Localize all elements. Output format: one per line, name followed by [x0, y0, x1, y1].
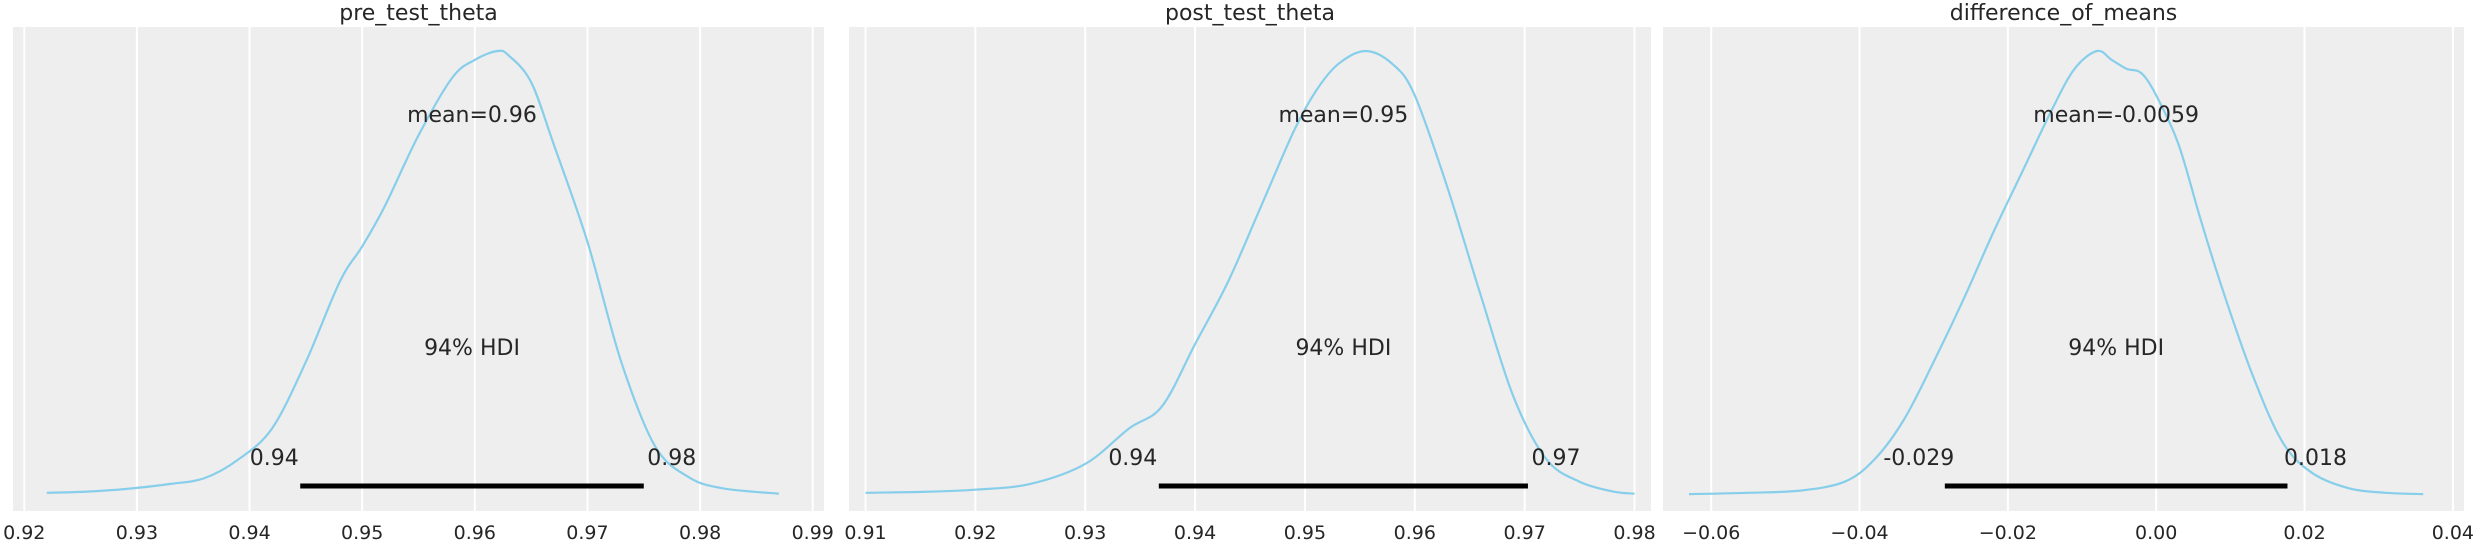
x-tick-label: 0.96: [1394, 522, 1436, 544]
x-tick-label: 0.94: [228, 522, 270, 544]
plot-background: [13, 27, 824, 511]
plot-background: [849, 27, 1651, 511]
x-tick-label: 0.95: [1284, 522, 1326, 544]
density-curve: [865, 49, 1635, 495]
x-tick-label: 0.00: [2135, 522, 2177, 544]
panel-title: post_test_theta: [1165, 1, 1335, 26]
x-tick-label: −0.04: [1830, 522, 1888, 544]
hdi-low-label: 0.94: [250, 446, 299, 471]
hdi-text: 94% HDI: [2068, 336, 2164, 361]
x-tick-label: −0.02: [1979, 522, 2037, 544]
x-tick-label: 0.97: [566, 522, 608, 544]
density-curve: [1688, 49, 2424, 496]
x-tick-label: 0.02: [2283, 522, 2325, 544]
panel-title: pre_test_theta: [339, 1, 498, 26]
x-tick-label: 0.93: [116, 522, 158, 544]
x-tick-label: 0.93: [1064, 522, 1106, 544]
hdi-low-label: 0.94: [1108, 446, 1157, 471]
x-tick-label: 0.97: [1504, 522, 1546, 544]
hdi-high-label: 0.98: [647, 446, 696, 471]
hdi-low-label: -0.029: [1883, 446, 1954, 471]
x-tick-label: 0.98: [1613, 522, 1655, 544]
x-tick-label: 0.96: [454, 522, 496, 544]
x-tick-label: −0.06: [1682, 522, 1740, 544]
x-tick-label: 0.94: [1174, 522, 1216, 544]
mean-label: mean=-0.0059: [2033, 103, 2199, 128]
x-tick-label: 0.92: [954, 522, 996, 544]
hdi-text: 94% HDI: [1295, 336, 1391, 361]
hdi-high-label: 0.97: [1531, 446, 1580, 471]
x-tick-label: 0.91: [844, 522, 886, 544]
panel-difference_of_means: −0.06 −0.04 −0.02 0.00 0.02 0.04 difference_of…: [1663, 1, 2474, 544]
plot-background: [1663, 27, 2464, 511]
density-curve: [46, 49, 780, 495]
x-tick-label: 0.95: [341, 522, 383, 544]
hdi-high-label: 0.018: [2284, 446, 2347, 471]
x-tick-label: 0.98: [679, 522, 721, 544]
x-tick-label: 0.04: [2432, 522, 2474, 544]
panel-post_test_theta: 0.91 0.92 0.93 0.94 0.95 0.96 0.97 0.98 post_tes…: [844, 1, 1655, 544]
mean-label: mean=0.95: [1278, 103, 1408, 128]
mean-label: mean=0.96: [407, 103, 537, 128]
x-tick-label: 0.99: [792, 522, 834, 544]
hdi-text: 94% HDI: [424, 336, 520, 361]
x-tick-label: 0.92: [3, 522, 45, 544]
panel-pre_test_theta: 0.92 0.93 0.94 0.95 0.96 0.97 0.98 0.99 pre_test…: [3, 1, 834, 544]
panel-title: difference_of_means: [1950, 1, 2178, 26]
